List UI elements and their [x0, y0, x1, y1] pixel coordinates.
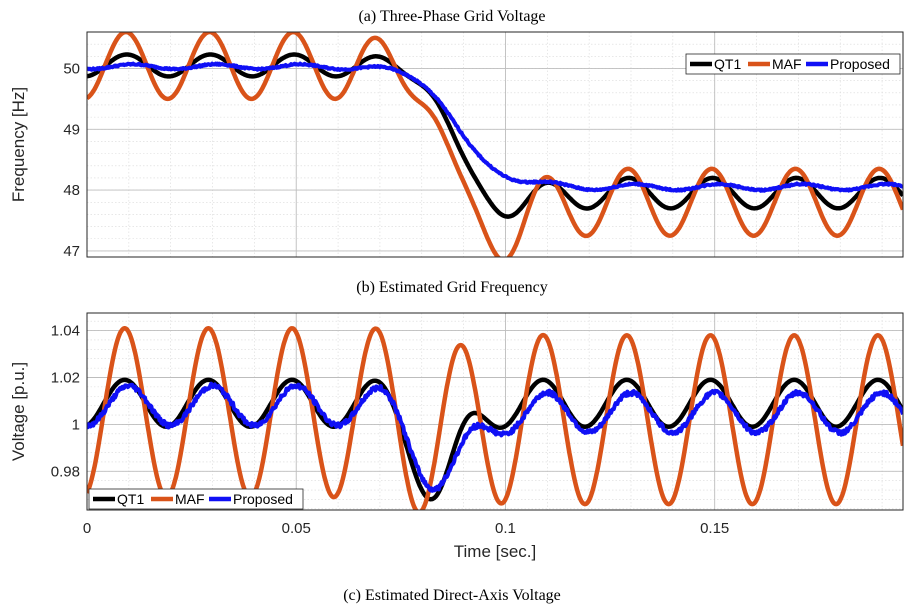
legend-label-maf: MAF [175, 491, 205, 507]
legend-label-qt1: QT1 [714, 56, 741, 72]
series-line-qt1 [87, 52, 903, 219]
caption-c: (c) Estimated Direct-Axis Voltage [343, 587, 561, 604]
y-tick-label: 1.04 [51, 323, 80, 340]
x-tick-label: 0.1 [495, 520, 516, 537]
voltage-plot: 0.98 1 1.02 1.04 0 0.05 0.1 0.15 Voltage [p.u.] T… [9, 312, 904, 561]
legend-label-proposed: Proposed [830, 56, 890, 72]
series-line-maf [87, 325, 903, 510]
y-tick-label: 50 [63, 60, 80, 77]
y-tick-label: 47 [63, 243, 80, 260]
frequency-plot: 47 48 49 50 Frequency [Hz] QT1 MAF Proposed [9, 31, 904, 260]
series-line-proposed [87, 381, 903, 493]
x-axis-label: Time [sec.] [454, 542, 537, 561]
y-axis-label: Voltage [p.u.] [9, 362, 28, 461]
legend-box [88, 488, 304, 510]
series-group [87, 32, 903, 257]
y-tick-label: 1.02 [51, 369, 80, 386]
axes-frame [86, 312, 904, 511]
caption-a: (a) Three-Phase Grid Voltage [358, 8, 545, 25]
x-tick-label: 0 [83, 520, 91, 537]
y-axis-label: Frequency [Hz] [9, 87, 28, 202]
series-line-proposed [87, 61, 903, 193]
legend-label-qt1: QT1 [117, 491, 144, 507]
legend: QT1 MAF Proposed [88, 488, 304, 510]
y-tick-label: 49 [63, 121, 80, 138]
x-tick-label: 0.05 [282, 520, 311, 537]
legend: QT1 MAF Proposed [685, 53, 901, 75]
caption-b: (b) Estimated Grid Frequency [356, 279, 548, 296]
legend-label-maf: MAF [772, 56, 802, 72]
legend-box [685, 53, 901, 75]
y-tick-label: 0.98 [51, 463, 80, 480]
axes-frame [86, 31, 904, 258]
legend-label-proposed: Proposed [233, 491, 293, 507]
y-tick-label: 1 [72, 416, 80, 433]
x-tick-label: 0.15 [700, 520, 729, 537]
series-line-maf [87, 32, 903, 257]
series-group [87, 325, 903, 510]
y-tick-label: 48 [63, 182, 80, 199]
